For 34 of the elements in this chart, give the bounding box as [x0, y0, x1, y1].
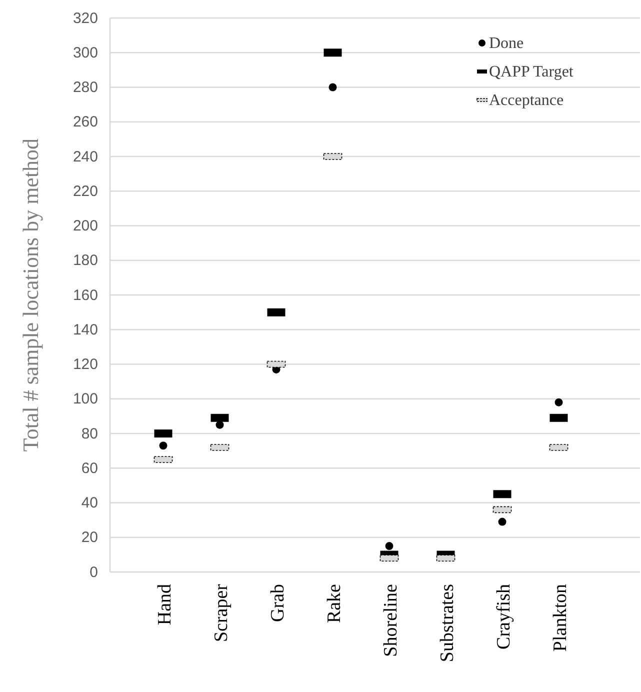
legend-label: QAPP Target — [489, 64, 574, 80]
y-tick-label: 40 — [81, 494, 98, 512]
y-tick-label: 280 — [72, 79, 98, 96]
y-tick-label: 320 — [72, 10, 98, 27]
y-tick-label: 200 — [72, 218, 98, 235]
y-tick-label: 160 — [72, 286, 98, 304]
x-tick-label: Substrates — [436, 584, 458, 662]
x-tick-label: Scraper — [210, 583, 232, 642]
point — [498, 518, 506, 526]
y-tick-label: 80 — [81, 425, 98, 442]
y-tick-label: 0 — [90, 564, 98, 581]
legend-label: Acceptance — [489, 92, 564, 109]
legend-label: Done — [489, 35, 524, 52]
x-tick-label: Grab — [267, 584, 288, 622]
point — [385, 542, 394, 550]
y-tick-label: 140 — [72, 321, 98, 338]
y-tick-label: 300 — [72, 44, 98, 62]
x-tick-label: Shoreline — [380, 584, 402, 657]
point — [159, 442, 168, 450]
y-tick-label: 260 — [72, 114, 98, 131]
y-tick-label: 20 — [81, 529, 98, 546]
y-axis-title: Total # sample locations by method — [18, 138, 43, 452]
y-tick-label: 60 — [81, 460, 98, 477]
y-tick-label: 120 — [72, 356, 98, 374]
y-tick-label: 180 — [72, 252, 98, 270]
point — [328, 83, 337, 92]
x-tick-label: Crayfish — [493, 584, 514, 650]
y-tick-label: 100 — [72, 390, 98, 408]
x-tick-label: Plankton — [550, 584, 571, 652]
x-tick-label: Rake — [324, 584, 345, 624]
point — [554, 398, 563, 406]
y-tick-label: 240 — [72, 148, 98, 166]
x-tick-label: Hand — [154, 584, 176, 626]
y-tick-label: 220 — [72, 182, 98, 200]
